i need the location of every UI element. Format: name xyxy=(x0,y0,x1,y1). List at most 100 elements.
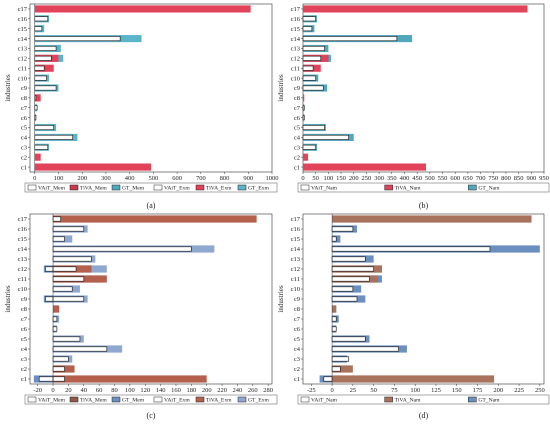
x-tick-label: 20 xyxy=(65,387,72,394)
plot-frame xyxy=(29,3,273,173)
y-tick-label-c1: c1 xyxy=(21,164,27,171)
chart-panel-3: c1 c2 c3 c4 c5 c6 c7 c8 c9 c10 c11 c12 c13 c14 c15 c16 c… xyxy=(4,213,278,420)
y-tick-label-c3: c3 xyxy=(294,356,300,363)
y-tick-label-c12: c12 xyxy=(18,56,27,63)
y-tick-label-c3: c3 xyxy=(21,356,27,363)
y-tick-label-c8: c8 xyxy=(21,306,27,313)
y-tick-label-c15: c15 xyxy=(291,26,300,33)
x-tick-label: 100 xyxy=(125,387,135,394)
y-tick-label-c3: c3 xyxy=(294,144,300,151)
x-tick-label: 150 xyxy=(452,387,462,394)
x-tick-label: 300 xyxy=(374,175,384,182)
x-tick-label: 650 xyxy=(463,175,473,182)
y-tick-label-c15: c15 xyxy=(291,236,300,243)
bar-VAiT_Exm-c5 xyxy=(34,124,55,131)
x-tick-label: 800 xyxy=(501,175,511,182)
x-tick-label: 900 xyxy=(526,175,536,182)
bar-VAiT_Exm-c14 xyxy=(52,246,192,252)
x-tick-label: 950 xyxy=(539,175,549,182)
panel-caption: (d) xyxy=(419,411,429,420)
legend-swatch-TiVA_Nam xyxy=(384,396,393,403)
bar-VAiT_Mem-c9 xyxy=(45,296,54,302)
x-tick-label: 1000 xyxy=(266,175,279,182)
legend-swatch-TiVA_Mem xyxy=(69,396,79,403)
x-tick-label: -25 xyxy=(307,387,316,394)
legend-label-TiVA_Nam: TiVA_Nam xyxy=(395,186,421,192)
bar-VAiT_Exm-c7 xyxy=(52,316,58,322)
x-tick-label: 600 xyxy=(172,175,182,182)
y-tick-label-c10: c10 xyxy=(291,286,300,293)
y-tick-label-c17: c17 xyxy=(291,216,301,223)
bar-VAiT_Nam-c9 xyxy=(302,85,324,91)
x-tick-label: 350 xyxy=(387,175,397,182)
y-tick-label-c1: c1 xyxy=(21,376,27,383)
legend-label-VAiT_Mem: VAiT_Mem xyxy=(38,186,66,192)
bar-VAiT_Nam-c16 xyxy=(302,16,317,22)
x-tick-label: 120 xyxy=(140,387,150,394)
x-tick-label: 60 xyxy=(96,387,103,394)
x-tick-label: 850 xyxy=(514,175,524,182)
bar-VAiT_Exm-c3 xyxy=(34,144,49,150)
bar-VAiT_Nam-c14 xyxy=(331,246,491,252)
x-tick-label: 200 xyxy=(493,387,503,394)
y-axis-label: industries xyxy=(277,285,285,312)
bar-TiVA_Nam-c1 xyxy=(332,375,495,383)
chart-panel-1: c1 c2 c3 c4 c5 c6 c7 c8 c9 c10 c11 c12 c13 c14 c15 c16 c… xyxy=(4,3,279,210)
x-tick-label: 40 xyxy=(81,387,88,394)
y-tick-label-c6: c6 xyxy=(294,115,301,122)
y-tick-label-c3: c3 xyxy=(21,144,27,151)
x-tick-label: 260 xyxy=(248,387,258,394)
bar-VAiT_Nam-c6 xyxy=(331,326,337,332)
bar-VAiT_Exm-c12 xyxy=(52,266,77,272)
y-tick-label-c9: c9 xyxy=(294,85,300,92)
x-tick-label: 100 xyxy=(410,387,420,394)
x-tick-label: 600 xyxy=(450,175,460,182)
y-tick-label-c16: c16 xyxy=(291,226,301,233)
y-tick-label-c8: c8 xyxy=(21,95,27,102)
bar-VAiT_Exm-c15 xyxy=(34,26,43,32)
bar-VAiT_Nam-c12 xyxy=(331,266,374,272)
x-tick-label: 400 xyxy=(400,175,410,182)
bar-VAiT_Nam-c11 xyxy=(302,65,314,71)
bar-VAiT_Exm-c1 xyxy=(52,376,65,382)
y-tick-label-c5: c5 xyxy=(21,125,27,132)
x-tick-label: 550 xyxy=(438,175,448,182)
legend-swatch-GT_Nam xyxy=(468,396,477,403)
x-tick-label: 250 xyxy=(535,387,545,394)
y-tick-label-c2: c2 xyxy=(21,366,27,373)
y-tick-label-c1: c1 xyxy=(294,164,300,171)
y-tick-label-c13: c13 xyxy=(291,46,300,53)
bar-VAiT_Nam-c9 xyxy=(331,296,358,302)
legend-label-VAiT_Exm: VAiT_Exm xyxy=(164,398,190,404)
y-tick-label-c4: c4 xyxy=(21,346,28,353)
bar-VAiT_Nam-c15 xyxy=(302,26,313,32)
y-tick-label-c7: c7 xyxy=(21,316,28,323)
legend-swatch-TiVA_Exm xyxy=(195,184,205,191)
legend-swatch-VAiT_Nam xyxy=(300,184,310,191)
y-tick-label-c4: c4 xyxy=(294,346,301,353)
y-tick-label-c13: c13 xyxy=(18,256,27,263)
bar-VAiT_Exm-c7 xyxy=(34,105,38,111)
bar-VAiT_Nam-c1 xyxy=(323,376,333,382)
y-tick-label-c15: c15 xyxy=(18,236,27,243)
bar-VAiT_Exm-c11 xyxy=(52,276,85,282)
x-tick-label: 140 xyxy=(156,387,166,394)
y-tick-label-c8: c8 xyxy=(294,306,300,313)
bar-TiVA_Nam-c2 xyxy=(332,365,353,373)
y-tick-label-c6: c6 xyxy=(294,326,301,333)
y-tick-label-c16: c16 xyxy=(18,16,28,23)
x-tick-label: 700 xyxy=(476,175,486,182)
bar-VAiT_Nam-c5 xyxy=(302,124,325,131)
x-tick-label: 175 xyxy=(473,387,483,394)
y-tick-label-c2: c2 xyxy=(21,154,27,161)
chart-panel-2: c1 c2 c3 c4 c5 c6 c7 c8 c9 c10 c11 c12 c13 c14 c15 c16 c… xyxy=(277,3,550,210)
legend-label-TiVA_Exm: TiVA_Exm xyxy=(206,186,232,192)
bar-VAiT_Nam-c6 xyxy=(302,115,305,121)
x-tick-label: 280 xyxy=(263,387,273,394)
x-tick-label: 225 xyxy=(514,387,524,394)
y-tick-label-c11: c11 xyxy=(18,65,27,72)
y-tick-label-c14: c14 xyxy=(18,246,28,253)
bar-VAiT_Exm-c9 xyxy=(34,85,57,91)
x-tick-label: 125 xyxy=(431,387,441,394)
bar-VAiT_Exm-c2 xyxy=(52,366,65,372)
